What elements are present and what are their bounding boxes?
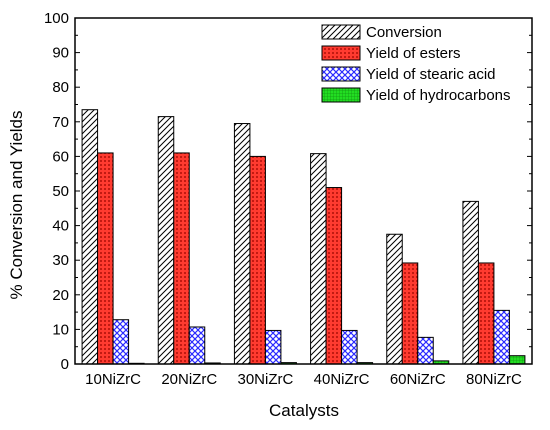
bar-yield-of-esters xyxy=(173,152,190,365)
bar-conversion xyxy=(386,233,403,365)
bar-yield-of-stearic-acid xyxy=(417,336,434,365)
bar-yield-of-stearic-acid xyxy=(264,329,282,365)
y-axis-label: % Conversion and Yields xyxy=(7,110,26,299)
legend-label: Yield of hydrocarbons xyxy=(366,87,511,104)
y-tick-label: 0 xyxy=(61,356,69,373)
y-tick-label: 100 xyxy=(44,10,69,27)
y-tick-label: 40 xyxy=(52,218,69,235)
legend-label: Yield of esters xyxy=(366,45,461,62)
bar-yield-of-esters xyxy=(97,152,114,365)
x-tick-label: 80NiZrC xyxy=(466,371,522,388)
plot-frame xyxy=(74,17,533,365)
y-axis: 0 10 20 30 40 50 60 70 80 90 100 xyxy=(44,10,532,373)
bar-conversion xyxy=(462,200,479,365)
bar-yield-of-esters xyxy=(401,262,419,365)
y-tick-label: 60 xyxy=(52,148,69,165)
legend: Conversion Yield of esters Yield of steari… xyxy=(321,24,511,104)
bar-yield-of-stearic-acid xyxy=(112,319,130,365)
y-tick-label: 80 xyxy=(52,79,69,96)
x-tick-label: 30NiZrC xyxy=(237,371,293,388)
bar-yield-of-stearic-acid xyxy=(493,309,510,365)
bar-yield-of-stearic-acid xyxy=(341,329,358,365)
bar-yield-of-stearic-acid xyxy=(188,326,206,365)
legend-swatch xyxy=(321,87,361,103)
x-axis: 10NiZrC 20NiZrC 30NiZrC 40NiZrC 60NiZrC 80NiZ… xyxy=(85,359,522,388)
y-tick-label: 30 xyxy=(52,252,69,269)
bar-conversion xyxy=(81,109,99,365)
bar-yield-of-esters xyxy=(325,187,343,365)
y-tick-label: 10 xyxy=(52,321,69,338)
legend-swatch xyxy=(321,66,361,82)
x-tick-label: 10NiZrC xyxy=(85,371,141,388)
legend-label: Conversion xyxy=(366,24,442,41)
y-tick-label: 50 xyxy=(52,183,69,200)
legend-swatch xyxy=(321,24,361,40)
legend-label: Yield of stearic acid xyxy=(366,66,496,83)
bar-yield-of-esters xyxy=(477,262,495,365)
x-tick-label: 40NiZrC xyxy=(314,371,370,388)
bar-conversion xyxy=(233,123,251,365)
x-tick-label: 20NiZrC xyxy=(161,371,217,388)
x-tick-label: 60NiZrC xyxy=(390,371,446,388)
bar-yield-of-hydrocarbons xyxy=(508,355,526,365)
legend-swatch xyxy=(321,45,361,61)
bar-conversion xyxy=(157,116,175,365)
bar-yield-of-esters xyxy=(249,155,266,365)
y-tick-label: 90 xyxy=(52,45,69,62)
bars-layer xyxy=(81,109,526,365)
y-tick-label: 20 xyxy=(52,287,69,304)
bar-conversion xyxy=(310,153,327,365)
x-axis-label: Catalysts xyxy=(269,401,339,420)
y-tick-label: 70 xyxy=(52,114,69,131)
